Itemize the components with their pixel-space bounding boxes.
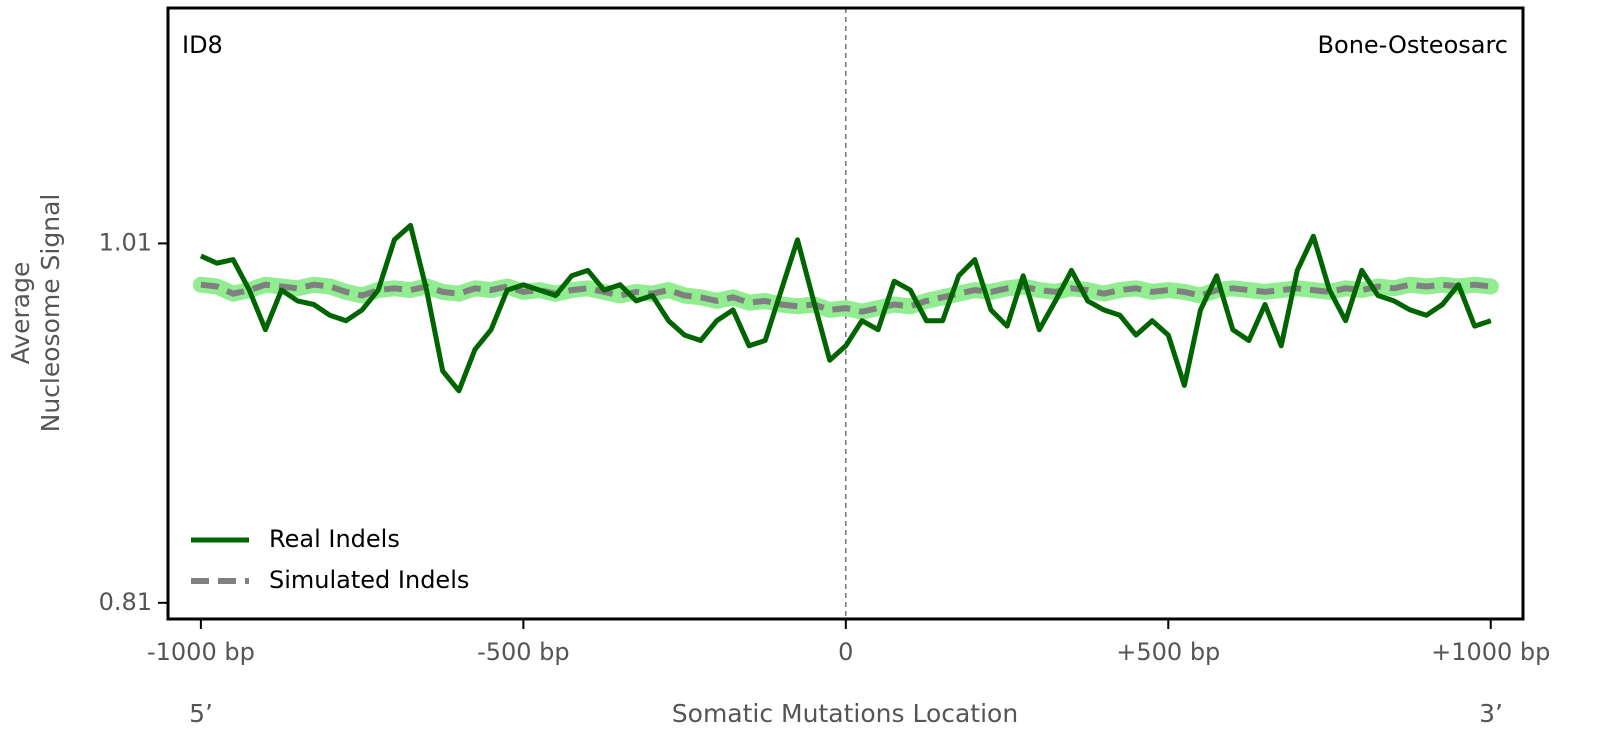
x-tick-label: -500 bp bbox=[477, 638, 570, 666]
end-label: 5’ bbox=[189, 699, 213, 728]
legend-label: Real Indels bbox=[269, 525, 400, 553]
y-tick-label: 1.01 bbox=[99, 228, 152, 256]
legend-label: Simulated Indels bbox=[269, 566, 469, 594]
x-tick-label: +1000 bp bbox=[1431, 638, 1550, 666]
x-tick-label: -1000 bp bbox=[147, 638, 255, 666]
y-axis-label: Average bbox=[6, 262, 35, 365]
y-tick-label: 0.81 bbox=[99, 588, 152, 616]
x-tick-label: 0 bbox=[838, 638, 853, 666]
panel-subtitle: Bone-Osteosarc bbox=[1318, 31, 1508, 59]
y-axis-label: Nucleosome Signal bbox=[36, 194, 65, 433]
end-label: 3’ bbox=[1479, 699, 1503, 728]
series-line bbox=[199, 222, 1492, 394]
panel-label: ID8 bbox=[182, 31, 223, 59]
series-line bbox=[200, 281, 1492, 315]
plot-frame bbox=[166, 6, 1525, 621]
x-axis-label: Somatic Mutations Location bbox=[672, 699, 1018, 728]
x-tick-label: +500 bp bbox=[1116, 638, 1220, 666]
